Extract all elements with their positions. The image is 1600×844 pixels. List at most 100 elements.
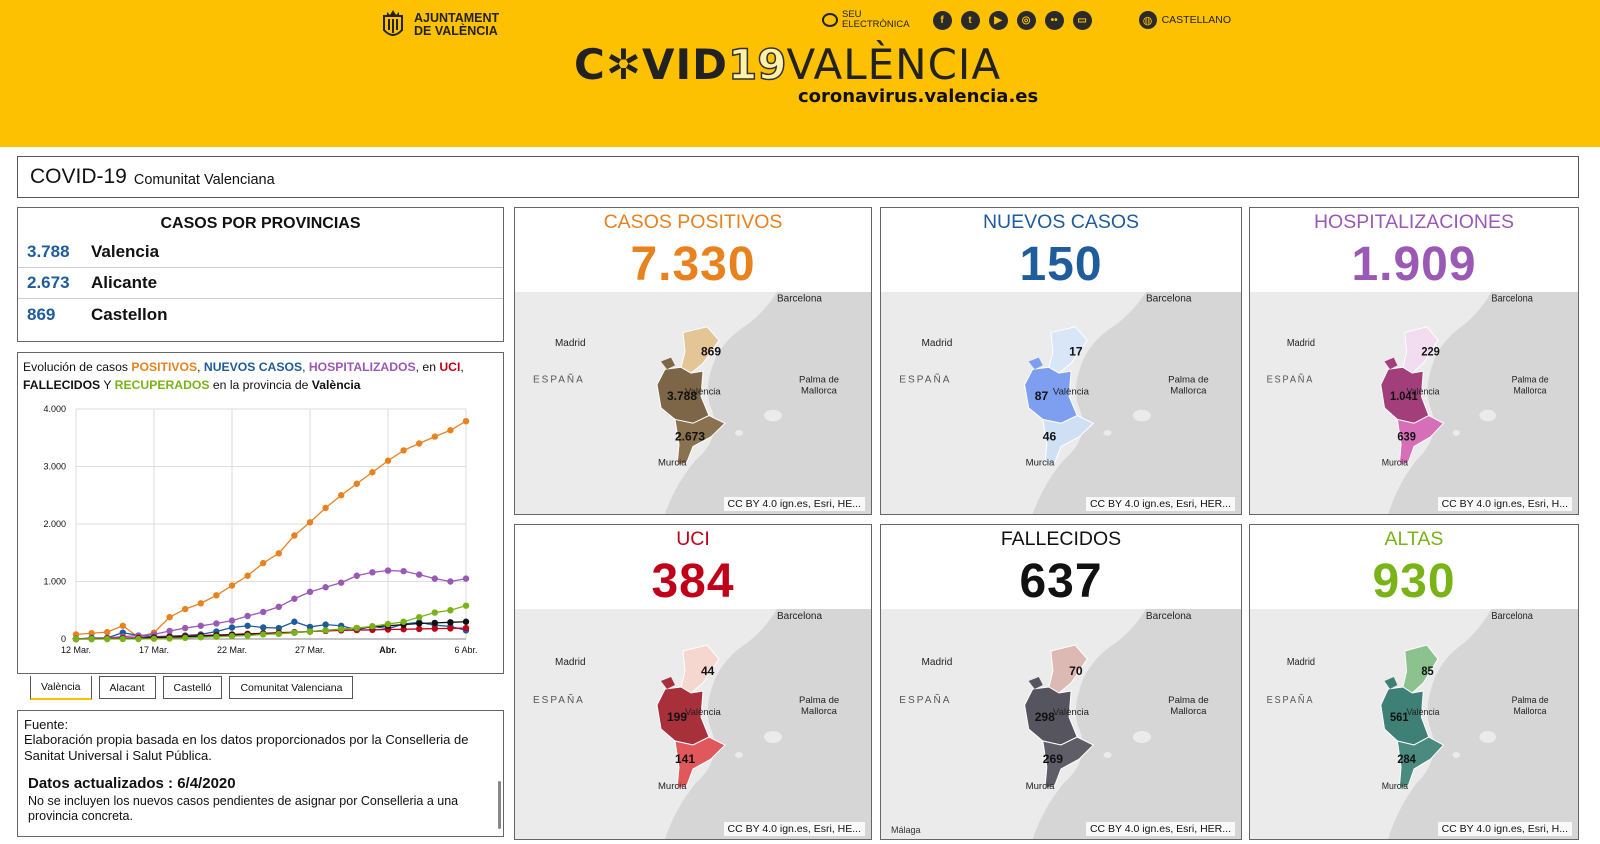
tab-comunitat-valenciana[interactable]: Comunitat Valenciana [229, 676, 354, 699]
tab-castello[interactable]: Castelló [162, 676, 223, 699]
region-alicante[interactable] [674, 415, 726, 467]
brand-url[interactable]: coronavirus.valencia.es [798, 86, 1039, 107]
data-point[interactable] [447, 619, 454, 626]
data-point[interactable] [275, 603, 282, 610]
data-point[interactable] [275, 550, 282, 557]
data-point[interactable] [197, 634, 204, 641]
data-point[interactable] [306, 623, 314, 631]
data-point[interactable] [182, 634, 189, 642]
data-point[interactable] [462, 417, 470, 425]
data-point[interactable] [353, 480, 360, 487]
language-switch[interactable]: ◍ CASTELLANO [1138, 11, 1231, 29]
data-point[interactable] [462, 602, 470, 609]
data-point[interactable] [291, 629, 298, 636]
data-point[interactable] [338, 579, 345, 586]
map-attribution[interactable]: CC BY 4.0 ign.es, Esri, H... [1437, 497, 1572, 511]
data-point[interactable] [291, 532, 298, 539]
data-point[interactable] [400, 447, 407, 454]
data-point[interactable] [88, 630, 95, 637]
data-point[interactable] [244, 632, 251, 639]
tab-valencia[interactable]: València [30, 676, 92, 700]
data-point[interactable] [119, 635, 127, 643]
region-castellon[interactable] [680, 326, 720, 374]
data-point[interactable] [166, 627, 173, 635]
facebook-icon[interactable]: f [932, 10, 952, 30]
app-icon[interactable]: ▭ [1072, 10, 1092, 30]
data-point[interactable] [244, 572, 251, 579]
region-castellon[interactable] [1402, 326, 1439, 374]
province-row[interactable]: 869 Castellon [18, 299, 503, 330]
data-point[interactable] [322, 621, 329, 628]
data-point[interactable] [260, 624, 267, 631]
region-alicante[interactable] [674, 736, 726, 790]
data-point[interactable] [462, 575, 470, 582]
kpi-card-hospitalizaciones[interactable]: HOSPITALIZACIONES 1.909 Madrid ESPAÑA Barcel… [1249, 207, 1579, 515]
data-point[interactable] [431, 625, 438, 632]
data-point[interactable] [182, 624, 189, 632]
ajuntament-logo[interactable]: AJUNTAMENT DE VALÈNCIA [378, 8, 499, 42]
data-point[interactable] [338, 626, 345, 633]
data-point[interactable] [166, 613, 173, 621]
instagram-icon[interactable]: ◎ [1016, 10, 1036, 30]
kpi-card-uci[interactable]: UCI 384 Madrid ESPAÑA Barcelona Palma de Mallo… [514, 524, 872, 840]
data-point[interactable] [447, 578, 454, 585]
data-point[interactable] [291, 595, 298, 602]
data-point[interactable] [322, 584, 329, 591]
data-point[interactable] [416, 613, 423, 621]
map-attribution[interactable]: CC BY 4.0 ign.es, Esri, HER... [1085, 497, 1235, 511]
data-point[interactable] [369, 623, 376, 630]
province-row[interactable]: 3.788 Valencia [18, 237, 503, 268]
data-point[interactable] [400, 567, 407, 575]
data-point[interactable] [260, 559, 267, 567]
region-castellon[interactable] [680, 644, 720, 694]
data-point[interactable] [384, 620, 392, 628]
data-point[interactable] [182, 605, 189, 613]
seu-electronica-link[interactable]: SEU ELECTRÒNICA [822, 10, 910, 30]
scrollbar[interactable] [498, 781, 501, 829]
region-alicante[interactable] [1042, 736, 1095, 790]
province-row[interactable]: 2.673 Alicante [18, 268, 503, 299]
data-point[interactable] [213, 592, 220, 599]
data-point[interactable] [197, 622, 204, 629]
data-point[interactable] [338, 492, 345, 499]
data-point[interactable] [306, 628, 314, 635]
map-attribution[interactable]: CC BY 4.0 ign.es, Esri, HE... [723, 497, 865, 511]
data-point[interactable] [104, 628, 111, 636]
data-point[interactable] [244, 622, 251, 629]
data-point[interactable] [228, 582, 236, 589]
data-point[interactable] [213, 633, 220, 640]
data-point[interactable] [88, 635, 95, 643]
data-point[interactable] [104, 635, 111, 643]
data-point[interactable] [462, 618, 470, 625]
data-point[interactable] [400, 618, 407, 625]
map-attribution[interactable]: CC BY 4.0 ign.es, Esri, H... [1437, 822, 1572, 836]
data-point[interactable] [431, 619, 438, 627]
data-point[interactable] [150, 635, 158, 642]
data-point[interactable] [306, 519, 314, 526]
data-point[interactable] [447, 427, 454, 434]
data-point[interactable] [275, 630, 282, 638]
kpi-card-altas[interactable]: ALTAS 930 Madrid ESPAÑA Barcelona Palma de Mal… [1249, 524, 1579, 840]
data-point[interactable] [416, 620, 423, 627]
kpi-card-nuevos[interactable]: NUEVOS CASOS 150 Madrid ESPAÑA Barcelona Palm… [880, 207, 1242, 515]
data-point[interactable] [119, 622, 127, 629]
data-point[interactable] [228, 624, 236, 631]
data-point[interactable] [213, 620, 220, 627]
covid-valencia-logo[interactable]: C✲VID 19 VALÈNCIA [574, 39, 1001, 90]
data-point[interactable] [431, 433, 438, 440]
data-point[interactable] [260, 631, 267, 638]
flickr-icon[interactable]: •• [1044, 10, 1064, 30]
kpi-card-positivos[interactable]: CASOS POSITIVOS 7.330 Madrid ESPAÑA Barcelon… [514, 207, 872, 515]
data-point[interactable] [260, 608, 267, 616]
twitter-icon[interactable]: t [960, 10, 980, 30]
region-castellon[interactable] [1402, 644, 1439, 694]
data-point[interactable] [244, 612, 251, 620]
data-point[interactable] [416, 440, 423, 447]
region-castellon[interactable] [1048, 644, 1088, 694]
map-attribution[interactable]: CC BY 4.0 ign.es, Esri, HER... [1085, 822, 1235, 836]
data-point[interactable] [416, 625, 423, 633]
data-point[interactable] [462, 624, 470, 632]
